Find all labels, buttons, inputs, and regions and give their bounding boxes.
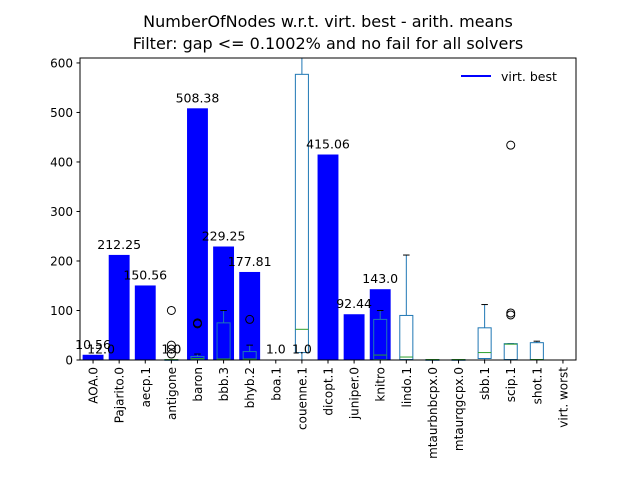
flier-scip-1-2: [506, 310, 516, 320]
y-tick-label-600: 600: [50, 56, 73, 70]
data-label-bbb-3: 229.25: [202, 229, 246, 244]
x-tick-label-scip-1: scip.1: [504, 367, 518, 402]
x-tick-label-baron: baron: [191, 367, 205, 402]
plot-frame: [79, 57, 577, 361]
bar-knitro: [369, 289, 391, 360]
data-label-knitro: 143.0: [362, 271, 398, 286]
x-tick-label-mtaurbnbcpx-0: mtaurbnbcpx.0: [426, 367, 440, 459]
chart-title: NumberOfNodes w.r.t. virt. best - arith.…: [143, 12, 513, 31]
x-tick-label-bhyb-2: bhyb.2: [243, 367, 257, 408]
legend-label: virt. best: [501, 69, 557, 84]
x-tick-label-juniper-0: juniper.0: [348, 367, 362, 420]
chart-subtitle: Filter: gap <= 0.1002% and no fail for a…: [133, 34, 523, 53]
flier-scip-1-0: [506, 140, 516, 150]
x-tick-label-dicopt-1: dicopt.1: [322, 367, 336, 416]
y-tick-label-300: 300: [50, 205, 73, 219]
x-tick-label-aecp-1: aecp.1: [139, 367, 153, 407]
data-label-aecp-1: 150.56: [123, 267, 167, 282]
x-tick-label-knitro: knitro: [374, 367, 388, 402]
flier-antigone-0: [166, 305, 176, 315]
flier-antigone-2: [166, 344, 176, 354]
data-label-pajarito-0: 212.25: [97, 237, 141, 252]
x-tick-label-shot-1: shot.1: [530, 367, 544, 404]
bar-dicopt-1: [317, 154, 339, 360]
flier-antigone-3: [166, 349, 176, 359]
data-label-juniper-0: 92.44: [336, 296, 372, 311]
data-label-baron: 508.38: [176, 90, 220, 105]
flier-antigone-1: [166, 340, 176, 350]
y-tick-label-0: 0: [65, 354, 73, 368]
x-tick-label-couenne-1: couenne.1: [295, 367, 309, 430]
y-tick-label-400: 400: [50, 155, 73, 169]
x-tick-label-sbb-1: sbb.1: [478, 367, 492, 400]
x-tick-label-lindo-1: lindo.1: [400, 367, 414, 407]
box-scip-1: [503, 343, 518, 361]
x-tick-label-boa-1: boa.1: [269, 367, 283, 401]
data-label-bhyb-2: 177.81: [228, 254, 272, 269]
plot-area: 0 100 200 300 400 500 600 10.56 212.25 150.56 508.…: [50, 56, 570, 458]
bar-bhyb-2: [239, 271, 261, 360]
flier-scip-1-1: [506, 308, 516, 318]
y-tick-label-200: 200: [50, 254, 73, 268]
x-tick-label-virt-worst: virt. worst: [556, 367, 570, 428]
box-sbb-1: [477, 327, 492, 360]
x-tick-label-antigone: antigone: [165, 367, 179, 420]
x-tick-label-bbb-3: bbb.3: [217, 367, 231, 401]
legend: virt. best: [461, 69, 557, 84]
bar-aoa-0: [82, 354, 104, 360]
box-couenne-1: [294, 73, 309, 354]
flier-bhyb-2-0: [245, 314, 255, 324]
extra-label-antigone: 1.0: [161, 342, 181, 357]
box-lindo-1: [399, 314, 414, 361]
data-label-boa-1: 1.0: [266, 342, 286, 357]
y-tick-label-100: 100: [50, 304, 73, 318]
data-label-couenne-1: 1.0: [292, 342, 312, 357]
box-shot-1: [529, 342, 544, 361]
bar-juniper-0: [343, 314, 365, 360]
bar-aecp-1: [134, 285, 156, 360]
extra-label-aoa-0: 12.0: [87, 342, 115, 357]
flier-baron-1: [192, 319, 202, 329]
bar-pajarito-0: [108, 254, 130, 360]
x-tick-label-aoa-0: AOA.0: [87, 367, 101, 404]
bar-bbb-3: [213, 246, 235, 360]
bar-baron: [187, 108, 208, 360]
y-tick-label-500: 500: [50, 106, 73, 120]
x-tick-label-mtaurqgcpx-0: mtaurqgcpx.0: [452, 367, 466, 451]
x-tick-label-pajarito-0: Pajarito.0: [113, 367, 127, 423]
data-label-dicopt-1: 415.06: [306, 137, 350, 152]
data-label-aoa-0: 10.56: [75, 337, 111, 352]
